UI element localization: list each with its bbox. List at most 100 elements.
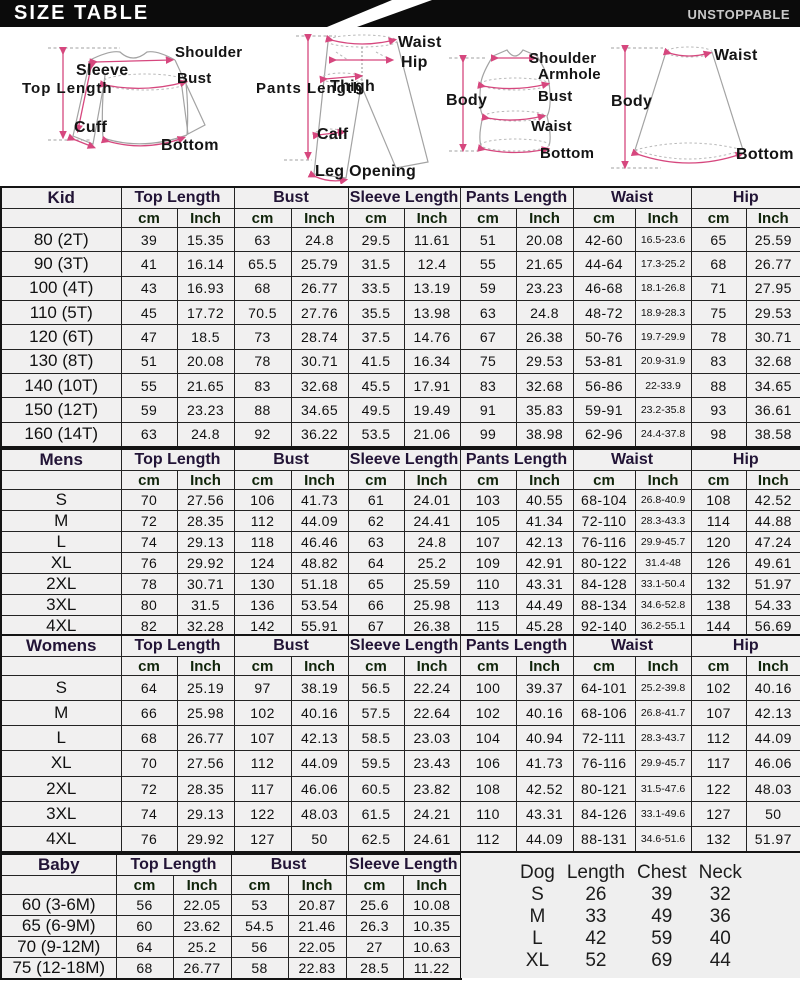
blank-cell: [0, 208, 122, 228]
value-cell: 44.09: [515, 825, 574, 853]
unit-header: cm: [345, 875, 404, 895]
unit-header: Inch: [290, 656, 349, 676]
value-cell: 25.2: [172, 936, 232, 958]
skirt-body-label: Body: [611, 93, 653, 110]
column-header: Pants Length: [459, 186, 574, 209]
size-label: 90 (3T): [0, 251, 122, 277]
table-row: 70 (9-12M) 64 25.2 56 22.05 27 10.63: [0, 936, 462, 958]
value-cell: 51: [120, 348, 178, 374]
value-cell: 102: [233, 700, 292, 727]
value-cell: 26.38: [515, 324, 574, 350]
value-cell: 120: [690, 531, 747, 553]
value-cell: 23.03: [403, 725, 461, 752]
value-cell: 64: [120, 674, 178, 702]
value-cell: 57.5: [347, 700, 405, 727]
value-cell: 53.5: [347, 421, 405, 448]
value-cell: 42.13: [290, 725, 349, 752]
unit-header: cm: [233, 208, 292, 228]
unit-header: Inch: [515, 208, 574, 228]
value-cell: 55.91: [290, 615, 349, 638]
unit-header: cm: [347, 208, 405, 228]
size-label: 65 (6-9M): [0, 915, 117, 937]
value-cell: 35.83: [515, 397, 574, 423]
table-row: 2XL 78 30.71 130 51.18 65 25.59 110 43.31 84-128 3…: [0, 573, 800, 595]
table-row: L 68 26.77 107 42.13 58.5 23.03 104 40.94 72-111 2…: [0, 725, 800, 752]
size-label: 120 (6T): [0, 324, 122, 350]
value-cell: 54.33: [745, 594, 800, 616]
value-cell: 50-76: [572, 324, 636, 350]
unit-header: Inch: [515, 656, 574, 676]
value-cell: 138: [690, 594, 747, 616]
mens-section-label: Mens: [0, 448, 122, 471]
value-cell: 33.1-50.4: [634, 573, 692, 595]
value-cell: 61: [347, 489, 405, 511]
value-cell: 44.88: [745, 510, 800, 532]
value-cell: 102: [459, 700, 517, 727]
shirt-bottom-label: Bottom: [161, 137, 219, 154]
value-cell: 63: [347, 531, 405, 553]
value-cell: 20.9-31.9: [634, 348, 692, 374]
value-cell: 23.62: [172, 915, 232, 937]
size-label: XL: [0, 552, 122, 574]
value-cell: 56.5: [347, 674, 405, 702]
size-label: 3XL: [0, 594, 122, 616]
value-cell: 66: [347, 594, 405, 616]
value-cell: 88-131: [572, 825, 636, 853]
size-label: 160 (14T): [0, 421, 122, 448]
value-cell: 27.95: [745, 275, 800, 301]
value-cell: 114: [690, 510, 747, 532]
table-row: 2XL 72 28.35 117 46.06 60.5 23.82 108 42.52 80-12…: [0, 775, 800, 802]
value-cell: 25.2-39.8: [634, 674, 692, 702]
column-header: Hip: [690, 634, 800, 657]
value-cell: 61.5: [347, 800, 405, 827]
value-cell: 51.97: [745, 825, 800, 853]
value-cell: 59: [120, 397, 178, 423]
value-cell: 18.9-28.3: [634, 299, 692, 326]
value-cell: 24.4-37.8: [634, 421, 692, 448]
column-header: Top Length: [120, 634, 235, 657]
value-cell: 68-104: [572, 489, 636, 511]
column-header: Sleeve Length: [345, 853, 462, 876]
value-cell: 34.6-51.6: [634, 825, 692, 853]
value-cell: 39: [120, 226, 178, 253]
table-row: 3XL 80 31.5 136 53.54 66 25.98 113 44.49 88-134 34…: [0, 594, 800, 616]
table-row: 150 (12T) 59 23.23 88 34.65 49.5 19.49 91 35.83 5…: [0, 397, 800, 423]
banner-diagonal-slash: [327, 0, 432, 27]
table-row: 3XL 74 29.13 122 48.03 61.5 24.21 110 43.31 84-12…: [0, 800, 800, 827]
unit-header: cm: [120, 208, 178, 228]
value-cell: 43: [120, 275, 178, 301]
value-cell: 68: [690, 251, 747, 277]
value-cell: 18.5: [176, 324, 235, 350]
value-cell: 26.3: [345, 915, 404, 937]
value-cell: 35.5: [347, 299, 405, 326]
unit-header: Inch: [287, 875, 347, 895]
value-cell: 56.69: [745, 615, 800, 638]
value-cell: 21.65: [176, 372, 235, 399]
size-label: 75 (12-18M): [0, 957, 117, 980]
size-label: L: [0, 725, 122, 752]
unit-header: Inch: [402, 875, 462, 895]
value-cell: 70.5: [233, 299, 292, 326]
value-cell: 132: [690, 573, 747, 595]
value-cell: 22.64: [403, 700, 461, 727]
value-cell: 44: [709, 950, 731, 971]
value-cell: 30.71: [745, 324, 800, 350]
unit-header: Inch: [290, 470, 349, 490]
value-cell: 39.37: [515, 674, 574, 702]
value-cell: 40.16: [290, 700, 349, 727]
value-cell: 142: [233, 615, 292, 638]
value-cell: 25.98: [176, 700, 235, 727]
value-cell: 48.03: [745, 775, 800, 802]
value-cell: 112: [459, 825, 517, 853]
dog-table-background: [461, 853, 800, 978]
value-cell: 12.4: [403, 251, 461, 277]
value-cell: 25.2: [403, 552, 461, 574]
table-row: 100 (4T) 43 16.93 68 26.77 33.5 13.19 59 23.23 46…: [0, 275, 800, 301]
value-cell: 32: [709, 884, 731, 905]
unit-header: cm: [572, 208, 636, 228]
value-cell: 38.98: [515, 421, 574, 448]
page-title: SIZE TABLE: [14, 2, 150, 24]
unit-header: cm: [690, 470, 747, 490]
value-cell: 29.92: [176, 825, 235, 853]
